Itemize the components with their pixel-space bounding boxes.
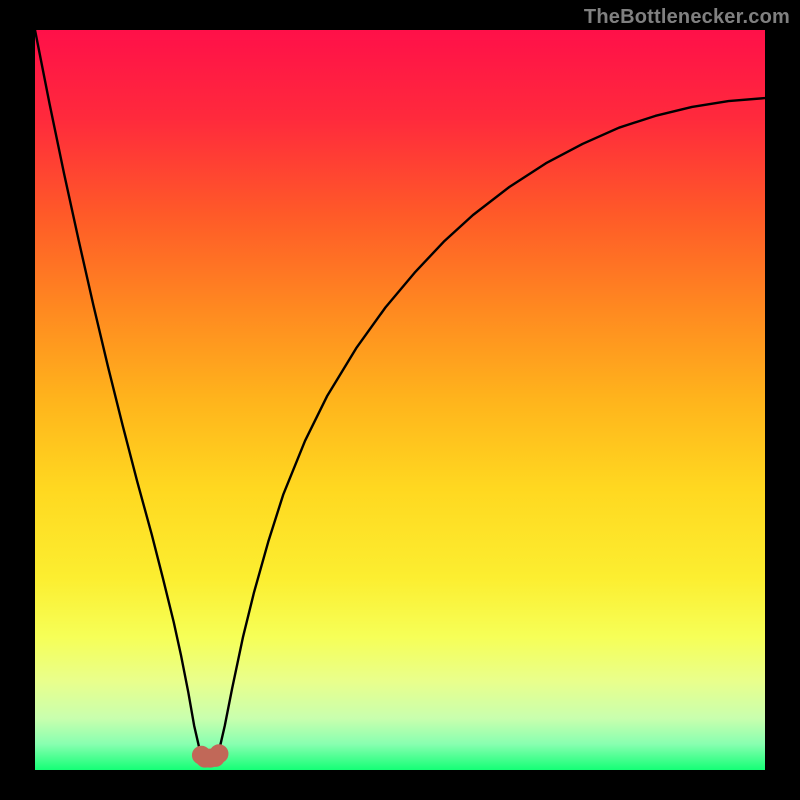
- bottleneck-curve-chart: [35, 30, 765, 770]
- chart-container: TheBottlenecker.com: [0, 0, 800, 800]
- highlight-marker: [210, 745, 228, 763]
- chart-background: [35, 30, 765, 770]
- watermark-text: TheBottlenecker.com: [584, 6, 790, 29]
